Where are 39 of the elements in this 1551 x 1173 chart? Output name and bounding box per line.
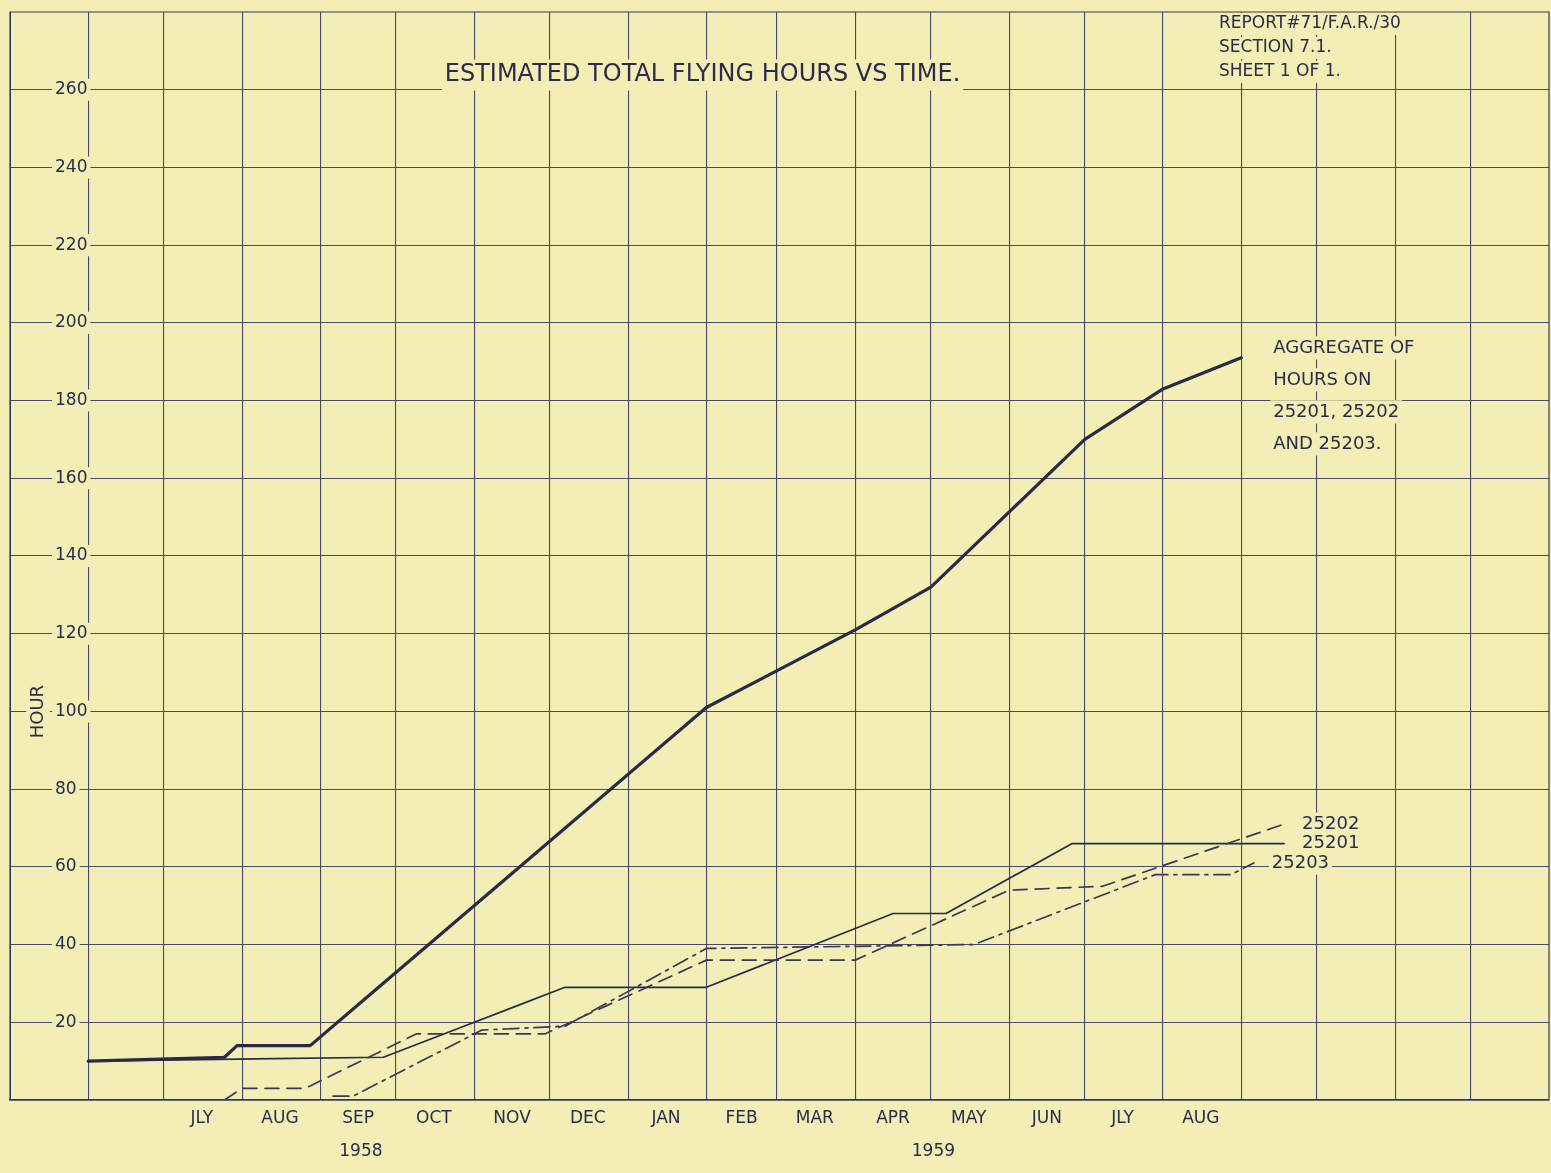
series-label: 25202 (1302, 811, 1360, 833)
y-tick-label: 180 (55, 388, 88, 409)
annotation: SHEET 1 OF 1. (1219, 60, 1341, 81)
x-tick-label: JLY (1110, 1106, 1135, 1127)
y-tick-label: 80 (55, 777, 77, 798)
text: 1958 (339, 1140, 383, 1161)
y-tick-label: 40 (55, 932, 77, 953)
x-tick-label: AUG (1182, 1106, 1220, 1127)
y-tick-label: 220 (55, 233, 88, 254)
x-tick-label: JUN (1030, 1106, 1063, 1127)
annotation: SECTION 7.1. (1219, 36, 1332, 57)
x-tick-label: APR (876, 1106, 911, 1127)
series-label: 25203 (1271, 850, 1330, 872)
y-tick-label: 140 (55, 544, 88, 565)
x-tick-label: JAN (650, 1106, 681, 1127)
y-tick-label: 240 (55, 155, 88, 176)
text: AGGREGATE OF HOURS ON 25201, 25202 AND 25203. (1273, 335, 1415, 453)
x-tick-label: DEC (569, 1106, 606, 1127)
y-axis-title: HOUR (25, 684, 47, 739)
x-tick-label: JLY (189, 1106, 214, 1127)
y-tick-label: 160 (55, 466, 88, 487)
x-tick-label: MAY (951, 1106, 988, 1127)
series-label: 25201 (1302, 831, 1360, 853)
x-tick-label: AUG (261, 1106, 299, 1127)
x-tick-label: OCT (416, 1106, 453, 1127)
text: ESTIMATED TOTAL FLYING HOURS VS TIME. (444, 59, 961, 88)
x-tick-label: NOV (493, 1106, 532, 1127)
y-tick-label: 260 (55, 78, 88, 99)
annotation: REPORT#71/F.A.R./30 (1219, 12, 1401, 33)
y-tick-label: 20 (55, 1010, 77, 1031)
y-tick-label: 120 (55, 622, 88, 643)
x-tick-label: MAR (795, 1106, 835, 1127)
y-tick-label: 100 (55, 699, 88, 720)
y-tick-label: 200 (55, 311, 88, 332)
x-tick-label: FEB (725, 1106, 758, 1127)
y-tick-label: 60 (55, 855, 77, 876)
line-series (332, 862, 1255, 1097)
x-tick-label: SEP (342, 1106, 375, 1127)
text: 1959 (911, 1140, 956, 1161)
